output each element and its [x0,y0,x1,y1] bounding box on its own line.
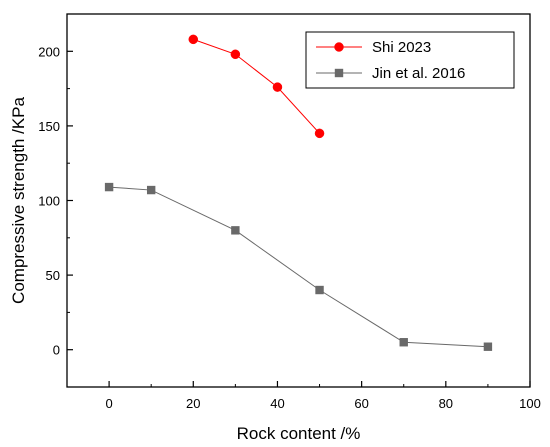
data-point [399,338,408,347]
legend: Shi 2023 Jin et al. 2016 [305,31,515,89]
data-point [146,185,156,195]
y-tick-label: 50 [46,268,60,283]
series-line [193,38,320,134]
x-axis-title: Rock content /% [237,424,361,443]
series-layer [104,34,493,351]
y-axis-title: Compressive strength /KPa [9,96,28,303]
y-tick-label: 0 [53,343,60,358]
data-point [315,285,324,295]
data-point [483,342,493,351]
x-tick-label: 100 [519,396,541,411]
data-point [104,182,114,192]
legend-item: Jin et al. 2016 [316,65,465,82]
y-axis: 0 50 100 150 200 [38,13,73,388]
series-line [109,186,488,348]
x-tick-label: 80 [439,396,453,411]
x-tick-label: 20 [186,396,200,411]
data-point [314,128,325,139]
data-point [188,34,199,45]
legend-marker [334,42,344,52]
legend-marker [334,68,344,78]
data-point [272,82,283,92]
x-tick-label: 60 [354,396,368,411]
data-point [231,226,240,235]
y-tick-label: 200 [38,44,60,59]
legend-label: Shi 2023 [372,39,431,56]
series-1 [104,182,493,351]
series-0 [188,34,325,139]
x-tick-label: 40 [270,396,284,411]
legend-label: Jin et al. 2016 [372,65,465,82]
y-tick-label: 150 [38,119,60,134]
y-tick-label: 100 [38,194,60,209]
data-point [230,49,241,60]
legend-item: Shi 2023 [316,39,431,56]
legend-box [305,31,515,89]
x-axis: 0 20 40 60 80 100 [66,381,541,411]
x-tick-label: 0 [105,396,112,411]
